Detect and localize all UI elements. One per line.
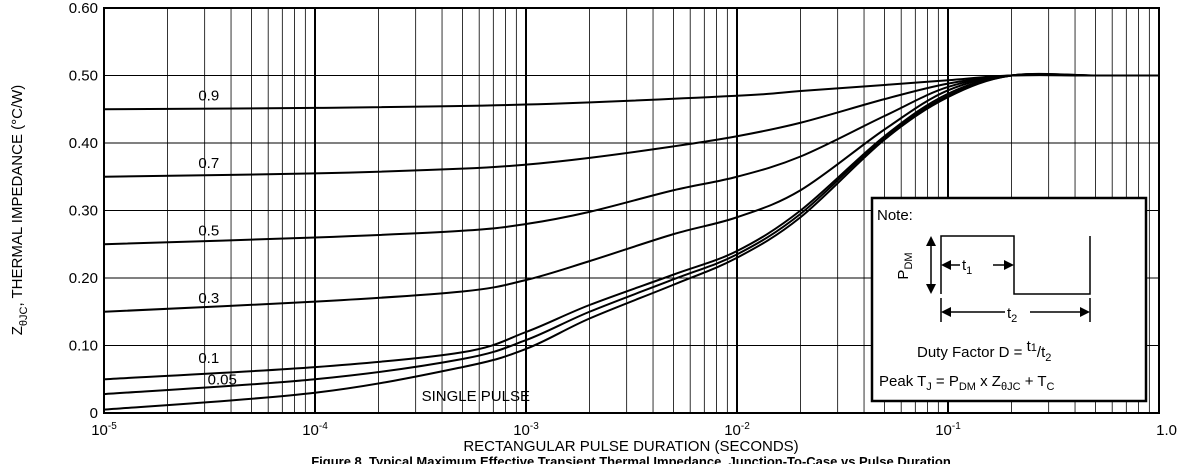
duty-factor-formula: Duty Factor D = t1/t2 (917, 338, 1051, 364)
y-axis-label: ZθJC, THERMAL IMPEDANCE (°C/W) (9, 85, 30, 336)
y-tick-label: 0 (90, 405, 98, 422)
series-label: 0.3 (198, 290, 219, 307)
plot-frame (103, 7, 1160, 414)
y-tick-label: 0.50 (69, 68, 98, 85)
pdm-arrow-down (926, 284, 936, 294)
series-label: 0.9 (198, 88, 219, 105)
y-tick-label: 0.40 (69, 135, 98, 152)
t1-arrow-right (1004, 260, 1014, 270)
t1-label: t1 (962, 257, 972, 277)
curves (103, 72, 1159, 411)
series-label: 0.7 (198, 155, 219, 172)
t2-arrow-left (941, 307, 951, 317)
t2-label: t2 (1007, 305, 1017, 325)
tick-labels: 0 0.10 0.20 0.30 0.40 0.50 0.60 10-5 10-4 10-3 10-… (69, 0, 1177, 439)
t1-arrow-left (941, 260, 951, 270)
pdm-arrow-up (926, 236, 936, 246)
x-tick-label: 10-1 (935, 421, 961, 439)
figure-caption: Figure 8. Typical Maximum Effective Tran… (311, 454, 951, 464)
series-label: 0.1 (198, 350, 219, 367)
y-tick-label: 0.30 (69, 203, 98, 220)
peak-tj-formula: Peak TJ = PDM x ZθJC + TC (879, 373, 1055, 393)
x-tick-label: 1.0 (1156, 422, 1177, 439)
note-title: Note: (877, 207, 913, 224)
curve-labels: 0.9 0.7 0.5 0.3 0.1 0.05 SINGLE PULSE (198, 88, 530, 405)
y-tick-label: 0.20 (69, 270, 98, 287)
series-line (103, 72, 1159, 411)
t2-arrow-right (1080, 307, 1090, 317)
x-tick-label: 10-3 (513, 421, 539, 439)
y-tick-label: 0.10 (69, 338, 98, 355)
pdm-label: PDM (895, 252, 915, 279)
y-tick-label: 0.60 (69, 0, 98, 17)
x-tick-label: 10-4 (302, 421, 328, 439)
series-label: 0.5 (198, 223, 219, 240)
series-label: 0.05 (208, 372, 237, 389)
x-axis-label: RECTANGULAR PULSE DURATION (SECONDS) (463, 438, 798, 455)
x-tick-label: 10-5 (91, 421, 117, 439)
x-tick-label: 10-2 (724, 421, 750, 439)
series-label: SINGLE PULSE (422, 388, 530, 405)
note-frame (870, 196, 1148, 403)
note-box: Note: PDM t1 t2 Duty Factor D = t1/t2 Pe… (870, 196, 1148, 403)
